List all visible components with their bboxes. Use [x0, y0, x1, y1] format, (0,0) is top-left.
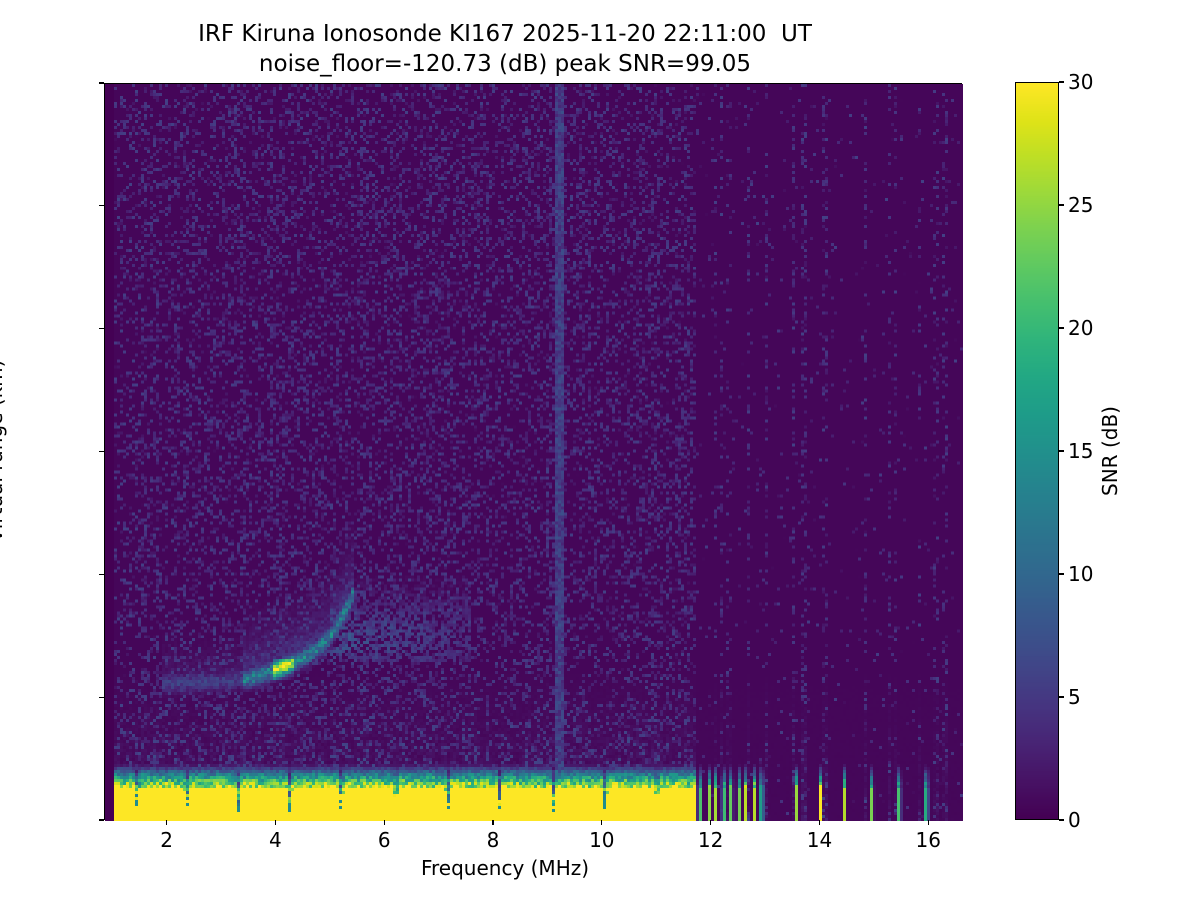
colorbar-tick-label: 25 — [1068, 193, 1094, 217]
x-tick-mark — [274, 820, 277, 825]
y-tick-mark — [99, 328, 104, 330]
colorbar-tick-mark — [1059, 819, 1064, 821]
colorbar — [1015, 82, 1059, 820]
y-tick-mark — [99, 82, 104, 84]
x-tick-label: 10 — [589, 828, 615, 852]
colorbar-tick-mark — [1059, 450, 1064, 452]
figure-title: IRF Kiruna Ionosonde KI167 2025-11-20 22… — [0, 20, 1010, 80]
y-axis-label: Virtual range (km) — [0, 359, 7, 543]
plot-axes — [104, 83, 963, 821]
colorbar-tick-label: 0 — [1068, 808, 1081, 832]
x-tick-label: 12 — [697, 828, 724, 852]
title-line-primary: IRF Kiruna Ionosonde KI167 2025-11-20 22… — [198, 21, 812, 47]
x-tick-mark — [601, 820, 603, 825]
y-tick-mark — [99, 205, 104, 207]
y-tick-mark — [99, 450, 104, 453]
colorbar-tick-mark — [1059, 573, 1064, 575]
y-tick-mark — [99, 696, 104, 698]
x-tick-label: 8 — [486, 828, 500, 852]
colorbar-tick-label: 10 — [1068, 562, 1094, 586]
x-axis-label: Frequency (MHz) — [420, 856, 590, 880]
colorbar-tick-label: 15 — [1068, 439, 1094, 463]
x-tick-label: 4 — [269, 828, 282, 852]
x-tick-mark — [927, 820, 929, 825]
ionogram-heatmap — [105, 84, 963, 821]
x-tick-label: 2 — [160, 828, 173, 852]
colorbar-tick-mark — [1059, 204, 1064, 206]
colorbar-tick-label: 5 — [1068, 685, 1081, 709]
title-line-secondary: noise_floor=-120.73 (dB) peak SNR=99.05 — [258, 50, 752, 77]
x-tick-mark — [709, 820, 712, 825]
colorbar-tick-mark — [1059, 327, 1064, 329]
x-tick-label: 16 — [915, 828, 941, 852]
colorbar-gradient — [1016, 83, 1058, 819]
x-tick-mark — [165, 820, 168, 825]
x-tick-mark — [492, 820, 494, 825]
y-tick-mark — [99, 819, 104, 821]
y-tick-mark — [99, 573, 104, 575]
x-tick-label: 14 — [806, 828, 833, 852]
colorbar-tick-mark — [1059, 696, 1064, 698]
colorbar-tick-mark — [1059, 81, 1064, 83]
x-tick-mark — [818, 820, 821, 825]
x-tick-label: 6 — [377, 828, 391, 852]
colorbar-label: SNR (dB) — [1098, 406, 1122, 496]
colorbar-tick-label: 20 — [1068, 316, 1094, 340]
colorbar-tick-label: 30 — [1068, 70, 1094, 94]
x-tick-mark — [383, 820, 385, 825]
